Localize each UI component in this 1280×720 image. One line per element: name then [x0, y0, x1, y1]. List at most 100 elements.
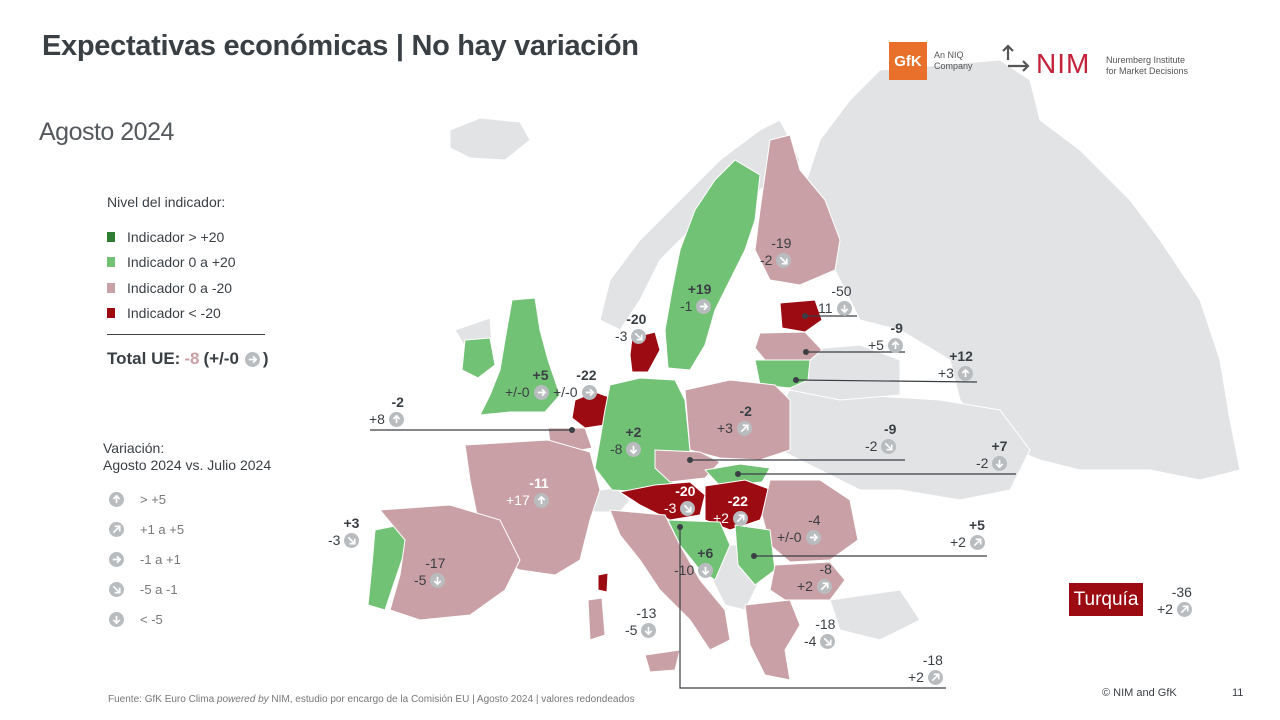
label-romania: -4 +/-0 [777, 512, 821, 546]
source-note: Fuente: GfK Euro Clima powered by NIM, e… [108, 694, 635, 705]
label-slovenia: -18 +2 [908, 652, 943, 686]
change-value: -2 [760, 252, 773, 268]
indicator-value: +7 [991, 438, 1008, 454]
indicator-value: -22 [576, 367, 597, 383]
change-value: +2 [797, 578, 813, 594]
arrow-up-icon [109, 491, 124, 507]
indicator-value: -11 [529, 475, 549, 491]
arrow-up-icon [957, 366, 973, 381]
nim-tagline-line2: for Market Decisions [1106, 66, 1189, 76]
region-turkey-west [829, 589, 921, 641]
source-powered-by: powered by [216, 694, 269, 705]
country-latvia [754, 331, 823, 361]
arrow-right-icon [533, 385, 549, 400]
arrow-up-right-icon [732, 511, 748, 526]
page-title: Expectativas económicas | No hay variaci… [42, 30, 639, 62]
variation-label: > +5 [140, 491, 167, 507]
label-turkey: -36 +2 [1157, 584, 1192, 618]
arrow-right-icon [696, 299, 712, 314]
arrow-down-right-icon [881, 439, 897, 454]
indicator-value: -8 [819, 561, 832, 577]
indicator-value: -50 [831, 283, 852, 299]
change-value: -4 [804, 633, 817, 649]
indicator-value: -18 [815, 616, 836, 632]
source-text: Fuente: GfK Euro Clima [108, 694, 217, 705]
indicator-value: +5 [969, 517, 985, 533]
label-greece: -18 -4 [804, 616, 836, 650]
country-czechia [654, 449, 721, 483]
label-slovakia: +7 -2 [976, 438, 1008, 472]
legend-item-above-20: Indicador > +20 [107, 224, 269, 250]
indicator-value: +5 [532, 367, 549, 383]
change-value: +2 [1157, 601, 1173, 617]
indicator-value: -18 [922, 652, 943, 668]
indicator-value: -13 [636, 605, 657, 621]
country-ireland [461, 337, 496, 379]
variation-label: < -5 [140, 611, 163, 627]
variation-item: -5 a -1 [109, 574, 271, 604]
arrow-down-icon [836, 301, 852, 316]
change-value: -1 [680, 298, 693, 314]
change-value: -3 [328, 532, 341, 548]
indicator-value: +6 [697, 545, 714, 561]
change-value: +17 [506, 492, 530, 508]
country-italy [609, 509, 731, 651]
change-value: +3 [938, 365, 954, 381]
page-number: 11 [1232, 687, 1244, 699]
label-ireland: +5 +/-0 [505, 367, 549, 401]
change-value: +2 [950, 534, 966, 550]
variation-legend: Variación: Agosto 2024 vs. Julio 2024 > … [103, 440, 271, 634]
variation-title: Variación: [103, 440, 165, 456]
indicator-value: -2 [739, 403, 752, 419]
country-hungary [704, 479, 773, 531]
label-sweden: +19 -1 [680, 281, 712, 315]
label-czechia: -9 -2 [865, 421, 897, 455]
change-value: +8 [369, 411, 385, 427]
arrow-down-right-icon [344, 533, 360, 548]
arrow-down-right-icon [680, 501, 696, 516]
arrow-up-icon [533, 493, 549, 508]
indicator-value: -4 [808, 512, 821, 528]
island-sardinia [587, 597, 606, 641]
label-croatia-serbia: +5 +2 [950, 517, 985, 551]
island-corsica [597, 572, 609, 593]
country-romania [761, 479, 859, 563]
arrow-down-icon [109, 611, 124, 627]
change-value: +/-0 [777, 529, 802, 545]
arrow-down-right-icon [776, 253, 792, 268]
arrow-down-icon [992, 456, 1008, 471]
arrow-up-right-icon [109, 521, 124, 537]
arrow-up-right-icon [969, 535, 985, 550]
label-estonia: -50 11 [818, 283, 852, 317]
change-value: +/-0 [505, 384, 530, 400]
label-france: -11 +17 [506, 475, 549, 509]
change-value: +2 [713, 510, 729, 526]
label-portugal: +3 -3 [328, 515, 360, 549]
arrow-up-right-icon [1176, 602, 1192, 617]
indicator-value: -9 [890, 320, 903, 336]
country-estonia [779, 299, 823, 333]
label-denmark: -20 -3 [615, 311, 647, 345]
arrow-down-icon [430, 573, 446, 588]
arrow-down-right-icon [820, 634, 836, 649]
gfk-tagline: An NIQ Company [934, 50, 973, 72]
legend-item-0-to-minus-20: Indicador 0 a -20 [107, 275, 269, 301]
region-iceland [449, 117, 531, 161]
arrow-down-icon [698, 563, 714, 578]
legend-divider [107, 334, 265, 335]
country-finland [754, 134, 841, 286]
indicator-value: -2 [391, 394, 404, 410]
eu-total-close: ) [262, 349, 269, 368]
region-belarus [789, 344, 901, 401]
variation-item: > +5 [109, 484, 271, 514]
island-sicily [644, 649, 681, 673]
arrow-up-icon [887, 338, 903, 353]
swatch-dark-red [107, 308, 115, 319]
indicator-value: -9 [884, 421, 897, 437]
variation-label: -5 a -1 [140, 581, 178, 597]
change-value: -2 [976, 455, 989, 471]
indicator-value: -20 [626, 311, 647, 327]
label-germany: +2 -8 [610, 424, 642, 458]
variation-label: -1 a +1 [140, 551, 181, 567]
legend-title: Nivel del indicador: [107, 194, 226, 210]
